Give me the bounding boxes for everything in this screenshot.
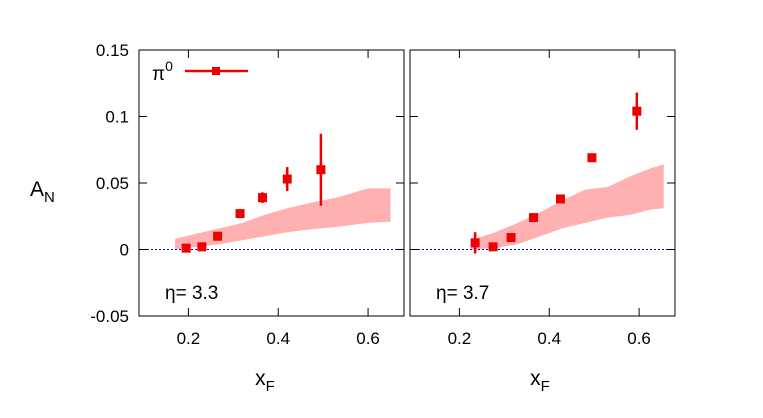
y-axis-label-sub: N — [44, 189, 55, 206]
point-marker — [282, 174, 292, 184]
eta-annotation: η= 3.7 — [436, 283, 489, 304]
x-axis-label-main: x — [255, 367, 266, 390]
x-tick-label: 0.6 — [627, 329, 651, 348]
data-point — [488, 242, 498, 252]
point-marker — [529, 213, 539, 223]
eta-symbol: η — [165, 283, 176, 304]
point-marker — [470, 238, 480, 248]
data-point — [555, 194, 565, 204]
point-marker — [632, 106, 642, 116]
data-point — [181, 243, 191, 253]
x-tick-label: 0.2 — [448, 329, 472, 348]
y-tick-label: 0.15 — [96, 41, 129, 60]
x-axis-label: xF — [255, 367, 275, 395]
x-tick-label: 0.6 — [356, 329, 380, 348]
data-point — [258, 192, 268, 203]
theory-band-area — [470, 164, 664, 250]
y-ticks — [139, 49, 404, 317]
theory-band-area — [174, 188, 391, 250]
y-axis-label: AN — [30, 178, 55, 206]
data-point — [506, 233, 516, 243]
data-point — [587, 153, 597, 163]
plot-frame — [138, 49, 405, 317]
eta-value: = 3.7 — [447, 283, 490, 304]
point-marker — [235, 209, 245, 219]
legend-label: π0 — [152, 58, 173, 85]
x-axis-label-main: x — [530, 367, 541, 390]
data-point — [316, 133, 326, 206]
point-marker — [555, 194, 565, 204]
point-marker — [181, 243, 191, 253]
y-ticks — [410, 49, 675, 317]
x-tick-label: 0.2 — [177, 329, 201, 348]
data-point — [282, 167, 292, 191]
legend-label-main: π — [152, 64, 165, 85]
point-marker — [506, 233, 516, 243]
x-axis-label-sub: F — [541, 378, 550, 395]
y-tick-label: 0 — [120, 241, 129, 260]
point-marker — [213, 231, 223, 241]
data-points — [181, 133, 326, 253]
data-point — [197, 242, 207, 252]
point-marker — [488, 242, 498, 252]
y-axis-label-main: A — [30, 178, 44, 201]
point-marker — [587, 153, 597, 163]
y-tick-label: 0.1 — [105, 108, 129, 127]
data-point — [213, 231, 223, 241]
data-point — [235, 209, 245, 219]
theory-band — [174, 188, 391, 250]
theory-band — [470, 164, 664, 250]
legend-marker — [212, 67, 220, 75]
x-tick-label: 0.4 — [266, 329, 290, 348]
legend-label-sup: 0 — [165, 58, 173, 74]
point-marker — [316, 165, 326, 175]
panel-eta-3-7: 0.2 0.4 0.6 η= 3.7 xF — [409, 49, 676, 395]
legend: π0 — [152, 58, 248, 85]
data-point — [470, 232, 480, 254]
eta-value: = 3.3 — [176, 283, 219, 304]
x-axis-label: xF — [530, 367, 550, 395]
point-marker — [258, 193, 268, 203]
x-ticks: 0.2 0.4 0.6 — [448, 50, 651, 348]
y-tick-labels: 0.15 0.1 0.05 0 -0.05 — [90, 41, 129, 326]
point-marker — [197, 242, 207, 252]
svg-text:AN: AN — [30, 178, 55, 206]
x-axis-label-sub: F — [266, 378, 275, 395]
x-ticks: 0.2 0.4 0.6 — [177, 50, 380, 348]
data-point — [632, 92, 642, 130]
eta-symbol: η — [436, 283, 447, 304]
eta-annotation: η= 3.3 — [165, 283, 218, 304]
x-tick-label: 0.4 — [537, 329, 561, 348]
data-point — [529, 213, 539, 223]
data-points — [470, 92, 642, 254]
y-tick-label: 0.05 — [96, 174, 129, 193]
y-tick-label: -0.05 — [90, 307, 129, 326]
panel-eta-3-3: 0.2 0.4 0.6 η= 3.3 xF π0 — [138, 49, 405, 395]
